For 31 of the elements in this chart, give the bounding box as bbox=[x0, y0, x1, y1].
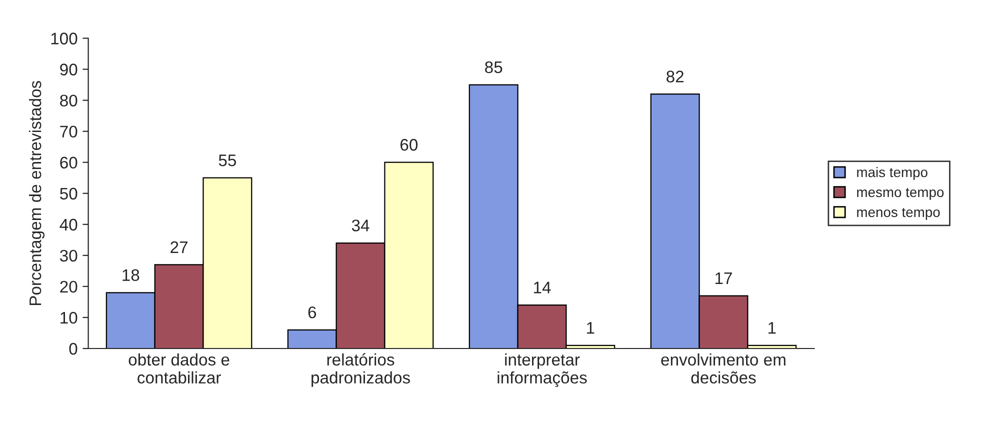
y-axis-title: Porcentagem de entrevistados bbox=[28, 80, 45, 306]
y-tick-label: 90 bbox=[60, 64, 78, 76]
legend-label: menos tempo bbox=[857, 208, 940, 220]
legend-label: mais tempo bbox=[857, 166, 928, 180]
y-tick-label: 60 bbox=[60, 156, 78, 169]
x-tick-label: envolvimento em decisões bbox=[661, 353, 786, 384]
y-tick-label: 20 bbox=[60, 280, 78, 293]
data-label: 18 bbox=[122, 269, 140, 282]
y-tick-label: 100 bbox=[51, 32, 78, 44]
x-tick-label: interpretar informações bbox=[498, 353, 587, 387]
data-label: 27 bbox=[170, 241, 188, 253]
y-tick-label: 10 bbox=[60, 312, 78, 324]
y-tick-label: 30 bbox=[60, 250, 78, 262]
data-label: 60 bbox=[400, 138, 418, 151]
y-tick-label: 0 bbox=[69, 342, 78, 355]
data-label: 1 bbox=[587, 322, 594, 334]
data-label: 82 bbox=[666, 70, 684, 82]
data-label: 6 bbox=[308, 306, 316, 318]
data-label: 55 bbox=[218, 154, 236, 166]
y-tick-label: 40 bbox=[60, 218, 78, 231]
y-tick-label: 70 bbox=[60, 126, 78, 138]
y-tick-label: 50 bbox=[60, 188, 78, 200]
data-label: 14 bbox=[534, 282, 551, 294]
x-tick-label: obter dados e contabilizar bbox=[128, 353, 230, 384]
x-tick-label: relatórios padronizados bbox=[312, 353, 410, 387]
data-label: 34 bbox=[352, 220, 370, 232]
data-label: 17 bbox=[715, 272, 732, 284]
legend-label: mesmo tempo bbox=[857, 188, 944, 200]
data-label: 85 bbox=[485, 61, 502, 74]
data-label: 1 bbox=[768, 322, 776, 334]
y-tick-label: 80 bbox=[60, 94, 78, 107]
